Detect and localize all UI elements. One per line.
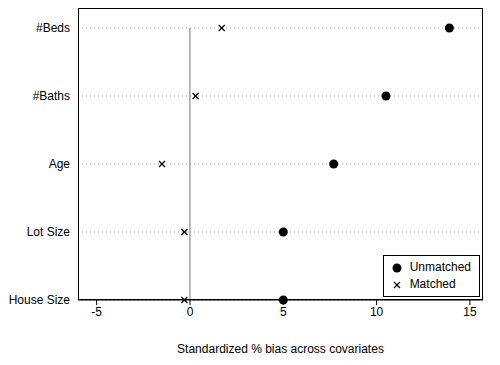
svg-text:0: 0 bbox=[187, 305, 194, 319]
svg-text:House Size: House Size bbox=[9, 293, 71, 307]
svg-text:10: 10 bbox=[370, 305, 384, 319]
svg-text:15: 15 bbox=[463, 305, 477, 319]
svg-text:#Beds: #Beds bbox=[36, 21, 70, 35]
svg-text:Lot Size: Lot Size bbox=[27, 225, 71, 239]
svg-text:#Baths: #Baths bbox=[33, 89, 70, 103]
svg-text:Standardized % bias across cov: Standardized % bias across covariates bbox=[177, 342, 384, 356]
svg-text:5: 5 bbox=[280, 305, 287, 319]
svg-text:-5: -5 bbox=[91, 305, 102, 319]
html-text:Matched: Matched bbox=[409, 277, 456, 291]
html-text:Unmatched: Unmatched bbox=[409, 260, 471, 274]
svg-text:Age: Age bbox=[49, 157, 71, 171]
